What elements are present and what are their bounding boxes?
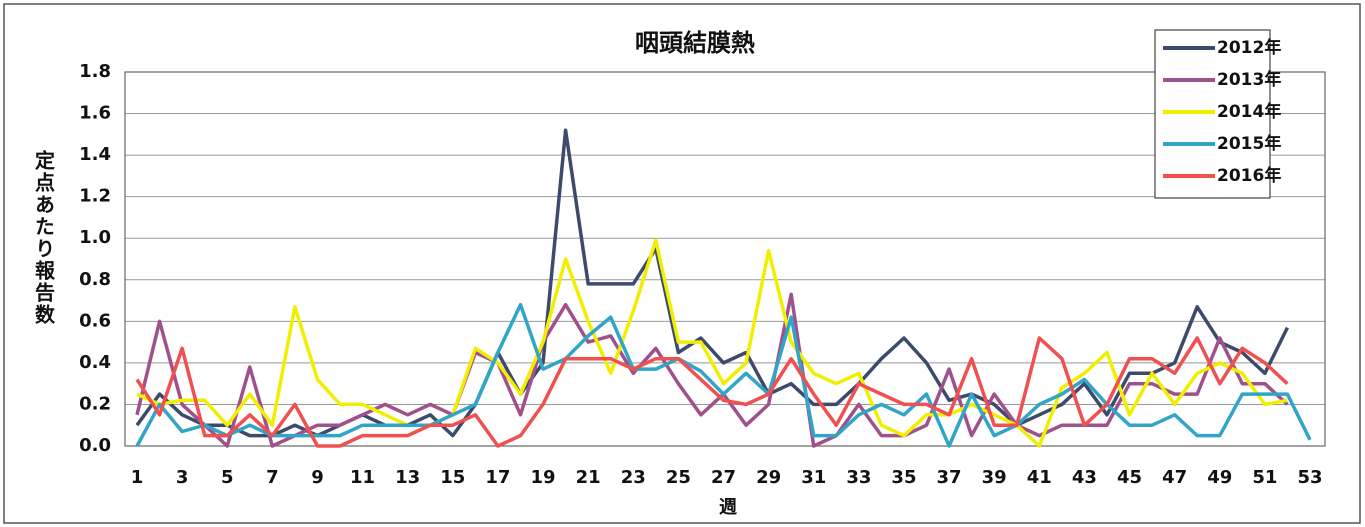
y-tick-label: 1.6	[79, 103, 111, 124]
y-tick-label: 1.0	[79, 227, 111, 248]
x-tick-label: 27	[711, 467, 736, 488]
x-tick-label: 21	[576, 467, 601, 488]
x-tick-label: 25	[666, 467, 691, 488]
x-tick-label: 1	[131, 467, 144, 488]
x-tick-label: 5	[221, 467, 234, 488]
y-tick-label: 1.2	[79, 186, 111, 207]
y-tick-label: 0.8	[79, 269, 111, 290]
x-tick-label: 49	[1207, 467, 1232, 488]
x-tick-label: 19	[531, 467, 556, 488]
legend-label: 2016年	[1217, 165, 1281, 186]
y-tick-label: 1.8	[79, 61, 111, 82]
x-tick-label: 11	[350, 467, 375, 488]
y-axis-label: 定点あたり報告数	[32, 149, 56, 326]
x-tick-label: 15	[440, 467, 465, 488]
legend-label: 2015年	[1217, 133, 1281, 154]
legend-label: 2012年	[1217, 37, 1281, 58]
y-tick-label: 0.2	[79, 393, 111, 414]
legend-label: 2014年	[1217, 101, 1281, 122]
series-line	[135, 292, 1289, 448]
x-tick-label: 43	[1072, 467, 1097, 488]
x-tick-label: 37	[937, 467, 962, 488]
x-tick-label: 33	[846, 467, 871, 488]
y-tick-label: 1.4	[79, 144, 111, 165]
legend-label: 2013年	[1217, 69, 1281, 90]
series-line	[135, 302, 1312, 448]
x-tick-label: 51	[1252, 467, 1277, 488]
x-tick-label: 45	[1117, 467, 1142, 488]
series-line	[136, 238, 1288, 448]
x-tick-label: 35	[891, 467, 916, 488]
y-tick-label: 0.0	[79, 435, 111, 456]
x-tick-label: 23	[621, 467, 646, 488]
plot-area	[124, 71, 1326, 447]
series-line	[135, 336, 1289, 448]
y-tick-label: 0.4	[79, 352, 111, 373]
chart-frame	[3, 3, 1361, 524]
x-axis-label: 週	[719, 497, 737, 518]
chart-title: 咽頭結膜熱	[635, 29, 755, 57]
x-tick-label: 53	[1297, 467, 1322, 488]
x-tick-label: 7	[266, 467, 279, 488]
y-tick-label: 0.6	[79, 310, 111, 331]
x-tick-label: 3	[176, 467, 189, 488]
x-tick-label: 47	[1162, 467, 1187, 488]
x-tick-label: 13	[395, 467, 420, 488]
x-tick-label: 31	[801, 467, 826, 488]
series-line	[135, 128, 1289, 438]
x-tick-label: 17	[485, 467, 510, 488]
x-tick-label: 39	[982, 467, 1007, 488]
x-tick-label: 29	[756, 467, 781, 488]
x-tick-label: 9	[311, 467, 324, 488]
x-tick-label: 41	[1027, 467, 1052, 488]
